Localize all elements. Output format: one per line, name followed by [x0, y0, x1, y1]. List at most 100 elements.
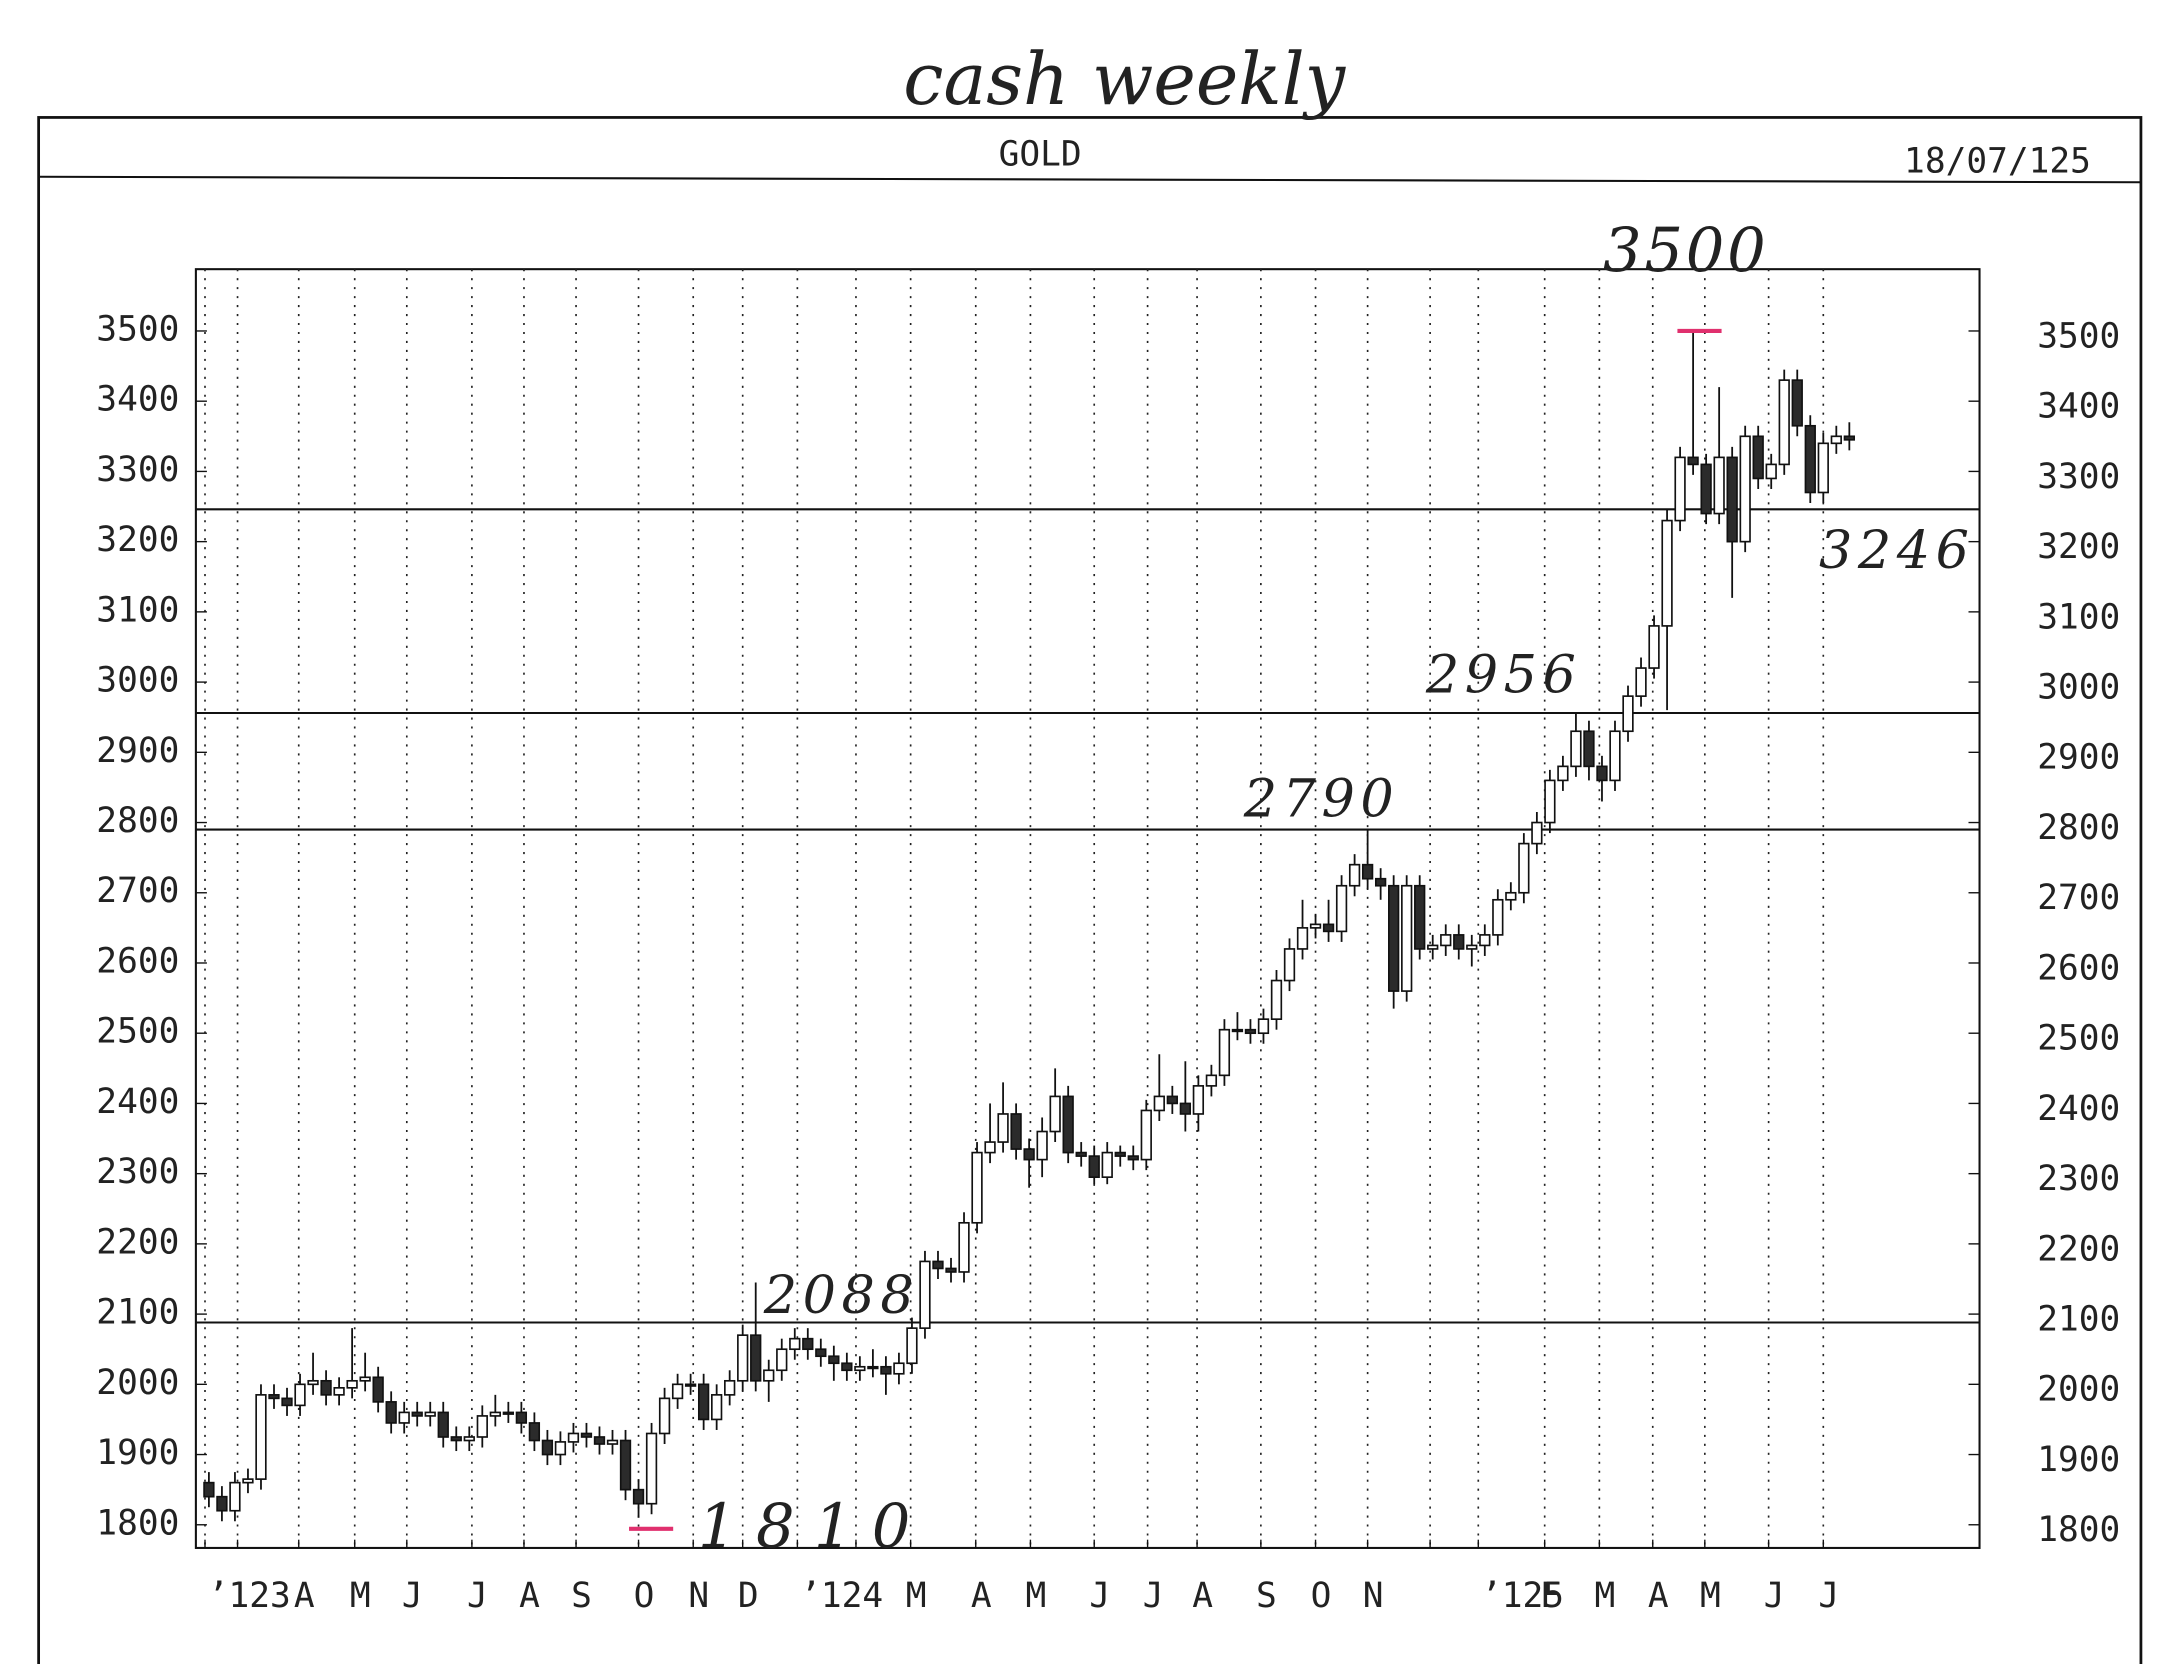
candle-body — [841, 1362, 853, 1372]
x-tick-label: A — [294, 1576, 315, 1616]
extreme-label: 3500 — [1603, 216, 1768, 286]
candle-body — [1440, 934, 1452, 947]
candle-body — [1322, 923, 1335, 933]
extreme-label: 1810 — [698, 1492, 930, 1562]
candle-body — [776, 1348, 788, 1372]
candle-body — [1283, 948, 1296, 982]
y2-tick-label: 2500 — [2037, 1019, 2120, 1059]
level-label: 2956 — [1425, 644, 1581, 705]
candle-body — [1023, 1148, 1035, 1161]
x-tick-label: S — [571, 1576, 592, 1616]
candle-body — [463, 1436, 475, 1442]
plot-frame — [194, 268, 1981, 1549]
y-tick-label: 3400 — [96, 380, 179, 420]
candle-body — [984, 1141, 996, 1154]
candle-body — [1335, 884, 1348, 933]
candle-body — [606, 1439, 619, 1445]
candle-body — [1544, 779, 1556, 824]
candle-body — [359, 1376, 371, 1382]
y2-tick-label: 3300 — [2037, 457, 2120, 497]
candle-body — [1414, 884, 1426, 950]
x-tick-label: J — [1089, 1576, 1110, 1616]
candle-body — [737, 1334, 749, 1382]
handwritten-title: cash weekly — [903, 37, 1346, 121]
candle-body — [867, 1365, 879, 1370]
y-tick-label: 2900 — [96, 731, 179, 771]
x-tick-label: F — [1540, 1576, 1561, 1616]
candle-body — [1739, 435, 1751, 543]
candle-body — [593, 1436, 606, 1445]
candle-body — [346, 1379, 358, 1389]
candle-body — [1205, 1074, 1218, 1087]
candle-body — [229, 1481, 241, 1512]
candle-body — [1778, 379, 1790, 466]
candle-body — [906, 1327, 918, 1365]
candle-body — [476, 1415, 488, 1438]
x-tick-label: N — [1363, 1576, 1384, 1616]
candle-body — [307, 1379, 319, 1386]
candle-body — [424, 1411, 436, 1417]
candle-body — [971, 1151, 983, 1224]
candle-body — [1453, 934, 1465, 950]
candle-body — [1257, 1018, 1270, 1035]
candle-body — [242, 1478, 254, 1484]
y-tick-label: 3200 — [96, 520, 179, 560]
candle-body — [1570, 730, 1582, 768]
y2-tick-label: 2800 — [2037, 808, 2120, 848]
chart-title: GOLD — [999, 135, 1082, 175]
y2-tick-label: 2300 — [2037, 1159, 2120, 1199]
candle-body — [1661, 519, 1673, 627]
candle-body — [567, 1432, 580, 1443]
y2-tick-label: 1900 — [2037, 1440, 2120, 1480]
candle-body — [1361, 863, 1374, 880]
candle-body — [1700, 463, 1712, 515]
x-tick-label: A — [971, 1576, 992, 1616]
x-tick-label: N — [688, 1576, 709, 1616]
x-tick-label: J — [402, 1576, 423, 1616]
candle-body — [1218, 1028, 1231, 1077]
y2-tick-label: 1800 — [2037, 1510, 2120, 1550]
candle-body — [1492, 898, 1504, 936]
candle-body — [1648, 625, 1660, 669]
x-tick-label: M — [1026, 1576, 1047, 1616]
outer-frame — [37, 116, 2143, 1664]
y-tick-label: 2400 — [96, 1082, 179, 1122]
candle-body — [1726, 456, 1738, 543]
candle-body — [1531, 821, 1543, 845]
candle-body — [802, 1337, 814, 1351]
x-tick-label: S — [1256, 1576, 1277, 1616]
candle-body — [411, 1411, 423, 1417]
candle-body — [1752, 435, 1764, 480]
candle-body — [1804, 424, 1816, 494]
candle-body — [724, 1379, 736, 1396]
candle-body — [1114, 1151, 1126, 1157]
candle-body — [1062, 1095, 1074, 1154]
candle-body — [789, 1337, 801, 1351]
candle-body — [945, 1267, 957, 1273]
candle-body — [1687, 456, 1699, 466]
candle-body — [854, 1365, 866, 1372]
candle-body — [437, 1411, 449, 1438]
candle-body — [320, 1379, 332, 1396]
candle-body — [958, 1221, 970, 1273]
candle-body — [997, 1113, 1009, 1143]
candle-body — [750, 1334, 762, 1382]
level-label: 3246 — [1819, 520, 1974, 581]
candle-body — [1635, 667, 1647, 697]
candle-body — [1583, 730, 1595, 768]
candle-body — [919, 1260, 931, 1329]
candle-body — [398, 1411, 410, 1424]
candle-body — [502, 1411, 515, 1415]
candle-body — [711, 1394, 723, 1421]
candle-body — [1166, 1095, 1178, 1105]
candle-body — [268, 1394, 280, 1400]
candle-body — [1231, 1028, 1244, 1033]
y-tick-label: 2000 — [96, 1363, 179, 1403]
y2-tick-label: 2900 — [2037, 738, 2120, 778]
y-tick-label: 3100 — [96, 590, 179, 630]
candle-body — [1388, 884, 1400, 992]
x-tick-label: M — [350, 1576, 371, 1616]
y2-tick-label: 3400 — [2037, 387, 2120, 427]
